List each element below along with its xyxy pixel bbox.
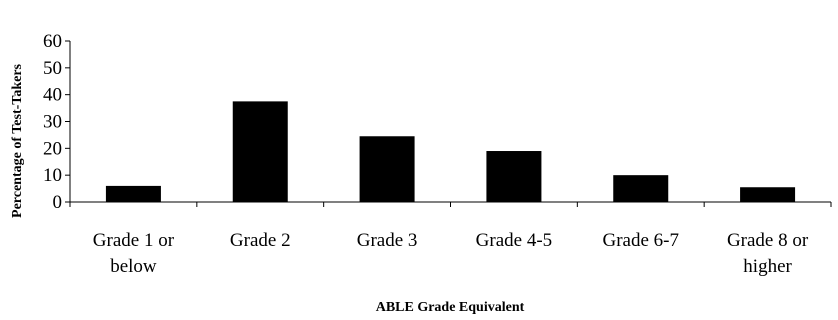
- x-tick-label: Grade 2: [230, 230, 291, 251]
- bar: [359, 136, 415, 202]
- x-axis-title: ABLE Grade Equivalent: [376, 300, 525, 315]
- bars: [105, 101, 796, 202]
- y-axis-title: Percentage of Test-Takers: [10, 63, 25, 218]
- x-tick-labels: Grade 1 or below Grade 2 Grade 3 Grade 4-5 Gr…: [93, 230, 809, 277]
- x-tick-label: Grade 6-7: [603, 230, 680, 251]
- y-tick-label: 50: [43, 58, 62, 79]
- bar: [232, 101, 288, 202]
- y-tick-label: 20: [43, 138, 62, 159]
- y-tick-label: 0: [53, 192, 63, 213]
- y-tick-label: 30: [43, 112, 62, 133]
- y-tick-labels: 0 10 20 30 40 50 60: [43, 31, 62, 213]
- x-tick-label: Grade 1 or below: [93, 230, 175, 277]
- x-tick-label: Grade 3: [357, 230, 418, 251]
- bar: [613, 175, 669, 202]
- bar: [486, 151, 542, 202]
- y-tick-label: 10: [43, 165, 62, 186]
- y-axis-ticks: [65, 40, 70, 203]
- x-axis-ticks: [69, 202, 832, 207]
- y-tick-label: 60: [43, 31, 62, 52]
- y-tick-label: 40: [43, 85, 62, 106]
- x-tick-label: Grade 8 or higher: [727, 230, 809, 277]
- bar: [740, 187, 796, 202]
- bar: [105, 185, 161, 202]
- x-tick-label: Grade 4-5: [476, 230, 553, 251]
